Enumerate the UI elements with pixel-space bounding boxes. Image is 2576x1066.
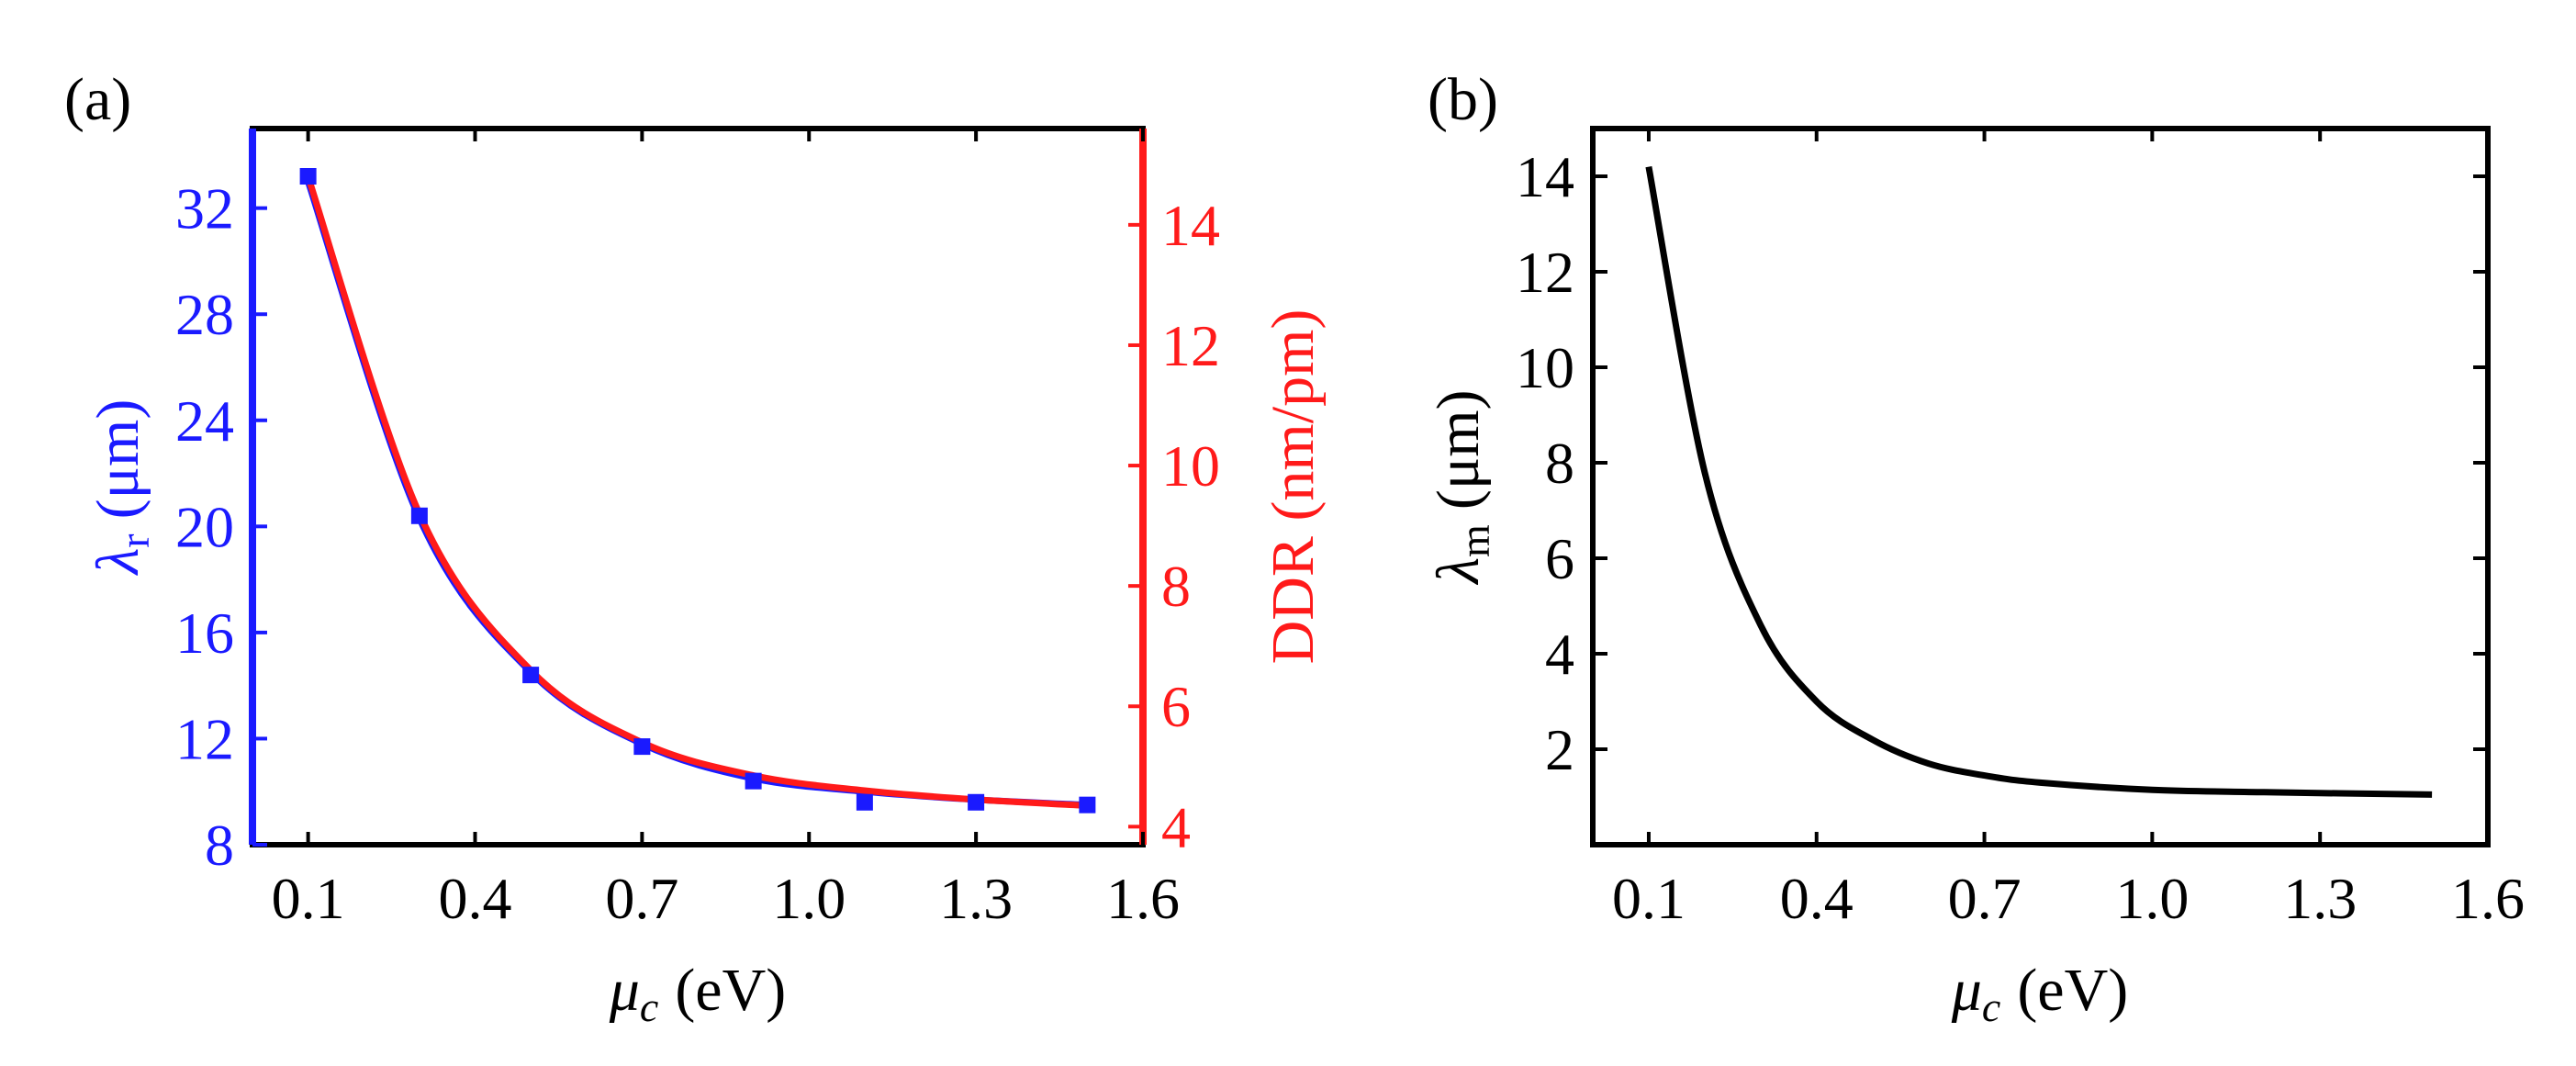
panel-b-y-unit: (μm) [1425, 389, 1492, 510]
panel-a-x-ticks: 0.1 0.4 0.7 1.0 1.3 1.6 [272, 129, 1180, 931]
panel-b-y-tick-label: 6 [1545, 526, 1574, 591]
panel-b-y-sub: m [1451, 524, 1498, 557]
panel-a-left-tick-label: 24 [175, 388, 234, 454]
panel-b-frame [1590, 126, 2491, 847]
lambda-r-marker [745, 772, 762, 790]
panel-b-y-tick-label: 14 [1516, 144, 1574, 209]
panel-a-x-tick-label: 1.0 [772, 866, 846, 931]
panel-b-y-tick-label: 4 [1545, 622, 1574, 687]
panel-a-left-tick-label: 16 [175, 600, 234, 666]
panel-a-left-tick-label: 12 [175, 706, 234, 771]
panel-b-x-axis-title: μc (eV) [1951, 957, 2128, 1030]
lambda-r-marker [968, 793, 985, 811]
panel-a-series [299, 168, 1096, 814]
panel-a-chart: (a) 0.1 0.4 0.7 1.0 1.3 1.6 8 12 16 20 24 28 32 4 6 8… [64, 66, 1327, 1030]
panel-b-series [1645, 165, 2433, 798]
lambda-r-marker [856, 793, 873, 811]
panel-a-left-tick-label: 32 [175, 176, 234, 241]
panel-b-y-tick-label: 8 [1545, 431, 1574, 496]
panel-a-right-tick-label: 14 [1161, 193, 1220, 258]
panel-b-y-symbol: λ [1425, 557, 1492, 586]
panel-a-left-symbol: λ [84, 548, 151, 577]
panel-a-right-tick-label: 4 [1161, 794, 1191, 859]
panel-b-y-tick-label: 10 [1516, 335, 1574, 400]
lambda-r-marker [299, 168, 317, 185]
panel-b-y-axis-title: λm (μm) [1425, 389, 1498, 585]
panel-a-x-tick-label: 0.7 [605, 866, 678, 931]
panel-a-label: (a) [64, 66, 131, 133]
panel-b-x-tick-label: 1.3 [2283, 866, 2357, 931]
panel-b-x-sub: c [1982, 983, 2000, 1030]
panel-b-chart: (b) 0.1 0.4 0.7 1.0 1.3 1.6 2 4 6 8 10 12 14 μc (eV)… [1425, 66, 2525, 1030]
panel-a-left-sub: r [111, 533, 158, 547]
panel-b-x-tick-label: 1.6 [2451, 866, 2525, 931]
panel-b-x-tick-label: 0.7 [1948, 866, 2022, 931]
panel-a-x-symbol: μ [609, 957, 640, 1024]
panel-a-right-axis-title: DDR (nm/pm) [1260, 309, 1327, 665]
panel-a-x-tick-label: 1.6 [1106, 866, 1180, 931]
panel-b-label: (b) [1428, 66, 1498, 133]
panel-b-x-tick-label: 1.0 [2115, 866, 2189, 931]
lambda-r-curve [305, 180, 1088, 809]
panel-b-x-tick-label: 0.4 [1780, 866, 1854, 931]
panel-a-right-y-ticks: 4 6 8 10 12 14 [1128, 193, 1220, 859]
panel-a-right-tick-label: 10 [1161, 433, 1220, 499]
panel-a-left-axis-title: λr (μm) [84, 399, 158, 577]
panel-a-x-tick-label: 1.3 [939, 866, 1013, 931]
panel-b-y-tick-label: 2 [1545, 717, 1574, 782]
panel-a-left-y-ticks: 8 12 16 20 24 28 32 [175, 176, 267, 878]
panel-a-frame [250, 126, 1146, 847]
panel-a-left-tick-label: 20 [175, 494, 234, 559]
panel-a-x-tick-label: 0.1 [272, 866, 345, 931]
panel-b-x-unit: (eV) [2017, 957, 2128, 1024]
panel-b-y-ticks: 2 4 6 8 10 12 14 [1516, 144, 2488, 782]
panel-b-x-tick-label: 0.1 [1612, 866, 1686, 931]
panel-a-x-tick-label: 0.4 [439, 866, 512, 931]
panel-a-right-tick-label: 8 [1161, 554, 1191, 619]
lambda-m-curve [1645, 165, 2433, 798]
lambda-r-marker [410, 507, 428, 524]
panel-b-x-symbol: μ [1951, 957, 1982, 1024]
panel-a-left-tick-label: 8 [205, 813, 234, 878]
panel-a-x-sub: c [640, 983, 658, 1030]
ddr-curve [305, 175, 1088, 809]
panel-a-left-tick-label: 28 [175, 282, 234, 347]
panel-a-right-tick-label: 6 [1161, 674, 1191, 739]
panel-a-x-axis-title: μc (eV) [609, 957, 786, 1030]
panel-a-x-unit: (eV) [675, 957, 786, 1024]
panel-a-left-unit: (μm) [84, 399, 151, 520]
panel-a-right-tick-label: 12 [1161, 313, 1220, 378]
panel-b-x-ticks: 0.1 0.4 0.7 1.0 1.3 1.6 [1612, 129, 2525, 931]
lambda-r-marker [522, 667, 540, 684]
lambda-r-marker [633, 738, 651, 756]
lambda-r-marker [1079, 796, 1096, 814]
panel-b-y-tick-label: 12 [1516, 240, 1574, 305]
